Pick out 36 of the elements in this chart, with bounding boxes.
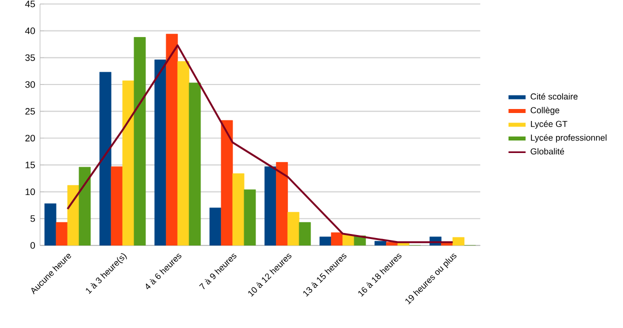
y-tick-label: 20 xyxy=(25,134,35,142)
y-tick-label: 30 xyxy=(25,81,35,88)
bar xyxy=(331,232,343,246)
y-tick-label: 40 xyxy=(25,27,35,34)
bar xyxy=(209,208,222,246)
y-tick-label: 25 xyxy=(25,108,35,115)
bar xyxy=(276,162,288,246)
bar xyxy=(452,237,464,246)
y-tick-label: 0 xyxy=(30,242,35,249)
bar xyxy=(374,240,386,246)
bar xyxy=(110,166,123,246)
bar xyxy=(177,61,190,246)
y-tick-label: 35 xyxy=(25,54,35,61)
legend-label: Globalité xyxy=(530,148,564,154)
legend-label: Lycée professionnel xyxy=(530,134,606,142)
y-tick-label: 45 xyxy=(25,0,35,8)
bar xyxy=(386,242,398,246)
bar xyxy=(166,34,178,246)
bar xyxy=(287,212,300,246)
bar xyxy=(320,236,332,246)
bar xyxy=(220,120,233,246)
y-tick-label: 10 xyxy=(26,188,35,196)
bar xyxy=(67,185,80,246)
legend-label: Cité scolaire xyxy=(530,93,578,100)
y-tick-label: 15 xyxy=(26,162,35,168)
legend-label: Collège xyxy=(530,106,560,115)
bar xyxy=(122,80,134,246)
bar xyxy=(99,72,112,246)
bar xyxy=(56,222,68,246)
bar xyxy=(232,173,244,246)
bar xyxy=(264,166,276,246)
line-series xyxy=(66,44,454,244)
bar xyxy=(154,60,166,246)
bar xyxy=(44,203,56,246)
legend-label: Lycée GT xyxy=(530,120,568,129)
y-tick-label: 5 xyxy=(30,215,35,222)
